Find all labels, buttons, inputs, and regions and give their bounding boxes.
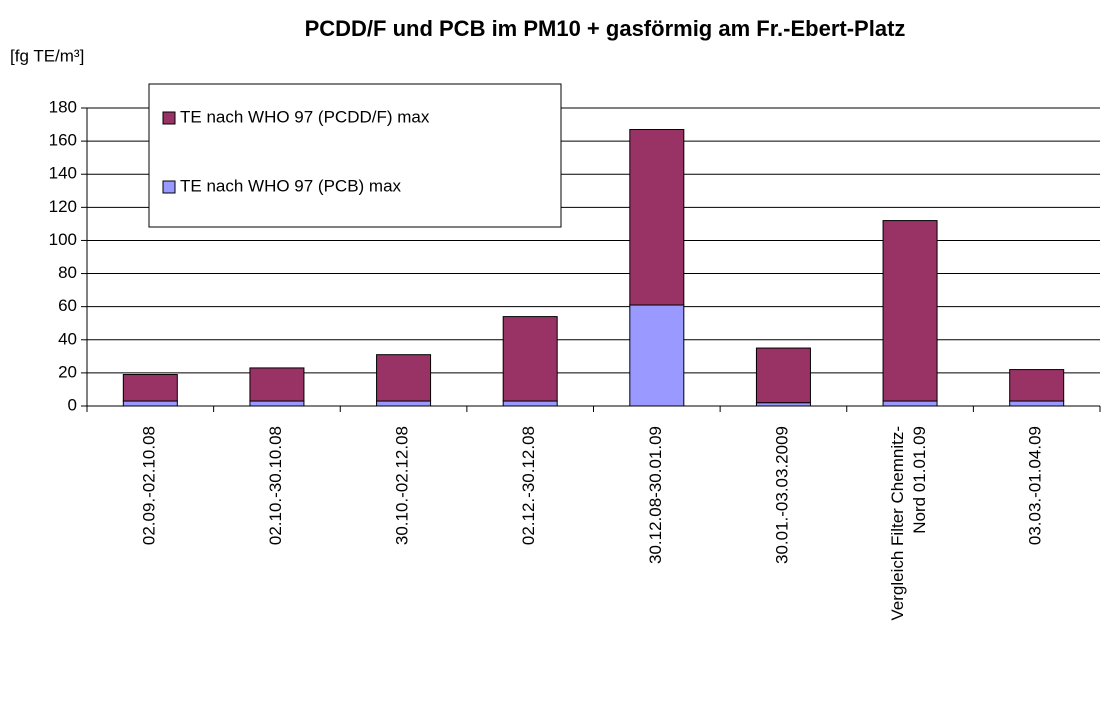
legend-label: TE nach WHO 97 (PCB) max: [180, 176, 402, 195]
bar-segment: [122, 374, 178, 402]
y-tick-label: 140: [49, 164, 77, 183]
bar-segment: [755, 347, 811, 404]
y-tick-label: 180: [49, 97, 77, 116]
y-tick-label: 120: [49, 197, 77, 216]
bar-segment: [1009, 369, 1065, 402]
y-tick-label: 80: [58, 263, 77, 282]
x-tick-label: 03.03.-01.04.09: [1026, 426, 1045, 545]
x-tick-label: 30.01.-03.03.2009: [773, 426, 792, 564]
y-axis-label: [fg TE/m³]: [10, 46, 84, 65]
x-tick-label: 30.10.-02.12.08: [393, 426, 412, 545]
bar-segment: [629, 129, 685, 306]
y-tick-label: 0: [68, 395, 77, 414]
bar-segment: [502, 316, 558, 402]
bar-segment: [376, 400, 432, 407]
bar-segment: [249, 367, 305, 402]
bar-segment: [249, 400, 305, 407]
legend-swatch: [162, 180, 176, 194]
y-tick-label: 20: [58, 362, 77, 381]
bar-segment: [122, 400, 178, 407]
x-tick-label: 02.12.-30.12.08: [520, 426, 539, 545]
x-tick-label: 02.10.-30.10.08: [266, 426, 285, 545]
x-tick-label: Vergleich Filter Chemnitz- Nord 01.01.09: [889, 426, 930, 621]
bar-segment: [882, 220, 938, 402]
legend-swatch: [162, 111, 176, 125]
y-tick-label: 160: [49, 131, 77, 150]
bar-segment: [629, 304, 685, 407]
x-tick-label: 02.09.-02.10.08: [140, 426, 159, 545]
bar-segment: [1009, 400, 1065, 407]
legend-label: TE nach WHO 97 (PCDD/F) max: [180, 107, 430, 126]
y-tick-label: 60: [58, 296, 77, 315]
legend-box: [148, 83, 562, 228]
bar-segment: [502, 400, 558, 407]
y-tick-label: 100: [49, 230, 77, 249]
y-tick-label: 40: [58, 329, 77, 348]
bar-segment: [882, 400, 938, 407]
bar-segment: [376, 354, 432, 402]
x-tick-label: 30.12.08-30.01.09: [646, 426, 665, 564]
chart-title: PCDD/F und PCB im PM10 + gasförmig am Fr…: [305, 16, 906, 41]
